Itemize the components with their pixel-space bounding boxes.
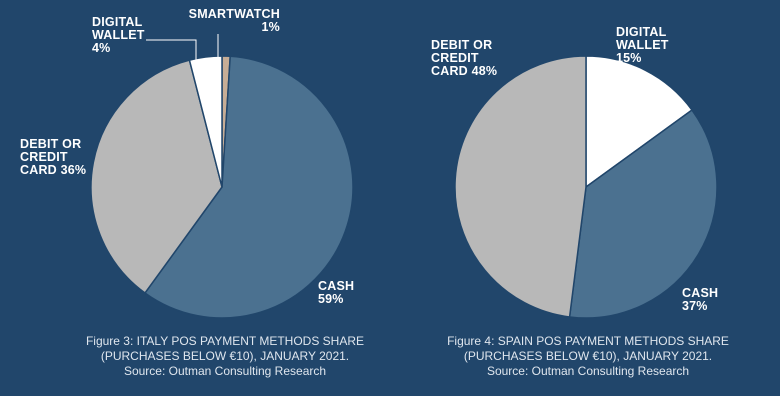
spain-pie-slice-debit-or-credit-card — [454, 55, 587, 318]
italy-pie-slice-debit-or-credit-card — [90, 59, 223, 295]
digital-wallet-leader-line — [146, 39, 197, 66]
digital-wallet-label: DIGITAL WALLET 4% — [92, 15, 145, 55]
debit-credit-card-label: DEBIT OR CREDIT CARD 36% — [20, 137, 87, 177]
italy-pie-slice-cash — [143, 55, 354, 319]
cash-label: CASH 59% — [318, 279, 355, 306]
digital-wallet-label: DIGITAL WALLET 15% — [616, 25, 669, 65]
figure-3-caption: Figure 3: ITALY POS PAYMENT METHODS SHAR… — [85, 334, 365, 378]
spain-pie-chart — [454, 55, 718, 319]
pie-charts-canvas — [90, 34, 718, 319]
italy-pie-chart — [90, 55, 354, 319]
figure-4-caption: Figure 4: SPAIN POS PAYMENT METHODS SHAR… — [447, 334, 729, 378]
smartwatch-label: SMARTWATCH 1% — [188, 7, 280, 34]
spain-pie-slice-digital-wallet — [585, 55, 694, 189]
spain-pie-slice-cash — [568, 108, 718, 319]
debit-credit-card-label: DEBIT OR CREDIT CARD 48% — [431, 38, 498, 78]
cash-label: CASH 37% — [682, 286, 719, 313]
chart-panel: SMARTWATCH 1% DIGITAL WALLET 4% DEBIT OR… — [0, 0, 780, 396]
italy-pie-slice-digital-wallet — [188, 55, 223, 188]
